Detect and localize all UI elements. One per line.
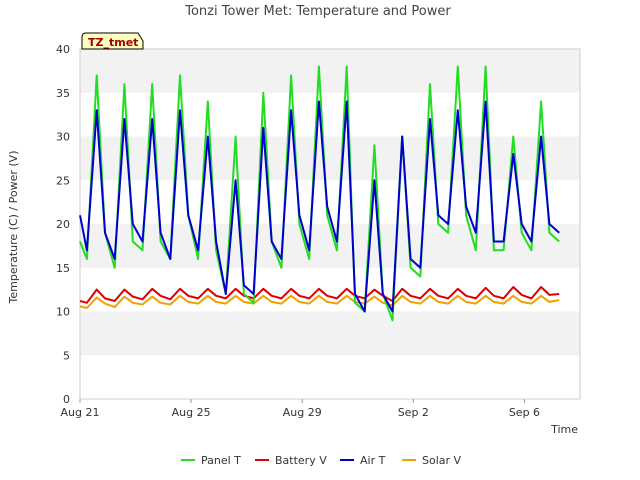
- grid-band: [80, 136, 580, 181]
- grid-band: [80, 49, 580, 93]
- grid-band: [80, 92, 580, 137]
- legend-label: Panel T: [201, 454, 241, 467]
- legend-item: Air T: [340, 454, 386, 467]
- x-axis-ticks: Aug 21 Aug 25 Aug 29 Sep 2 Sep 6: [61, 399, 540, 419]
- y-tick-label: 5: [63, 349, 70, 362]
- legend-label: Air T: [360, 454, 386, 467]
- y-axis-ticks: 0 5 10 15 20 25 30 35 40: [56, 43, 70, 406]
- badge-label: TZ_tmet: [88, 36, 138, 49]
- legend-item: Battery V: [255, 454, 327, 467]
- chart-title: Tonzi Tower Met: Temperature and Power: [184, 4, 451, 19]
- legend-label: Battery V: [275, 454, 327, 467]
- y-tick-label: 0: [63, 393, 70, 406]
- y-tick-label: 25: [56, 174, 70, 187]
- y-tick-label: 10: [56, 306, 70, 319]
- series-line-battery-v: [79, 286, 560, 304]
- legend-label: Solar V: [422, 454, 462, 467]
- x-tick-label: Aug 29: [283, 406, 322, 419]
- grid-band: [80, 355, 580, 399]
- y-tick-label: 15: [56, 262, 70, 275]
- badge-box: [81, 32, 144, 50]
- x-tick-label: Sep 6: [509, 406, 540, 419]
- plot-border: [79, 48, 581, 400]
- plot-frame: [79, 48, 581, 400]
- x-axis-label: Time: [550, 423, 578, 436]
- series-lines: [79, 65, 560, 322]
- grid-band: [80, 311, 580, 356]
- y-tick-label: 30: [56, 131, 70, 144]
- legend-item: Panel T: [181, 454, 241, 467]
- series-line-air-t: [79, 100, 560, 313]
- x-tick-label: Sep 2: [398, 406, 429, 419]
- y-tick-label: 20: [56, 218, 70, 231]
- legend-item: Solar V: [402, 454, 462, 467]
- series-line-solar-v: [79, 294, 560, 309]
- grid-band: [80, 267, 580, 312]
- y-tick-label: 35: [56, 87, 70, 100]
- x-tick-label: Aug 25: [172, 406, 211, 419]
- station-badge: TZ_tmet: [81, 32, 144, 50]
- y-tick-label: 40: [56, 43, 70, 56]
- y-axis-label: Temperature (C) / Power (V): [7, 150, 20, 304]
- legend: Panel T Battery V Air T Solar V: [181, 454, 462, 467]
- x-tick-label: Aug 21: [61, 406, 100, 419]
